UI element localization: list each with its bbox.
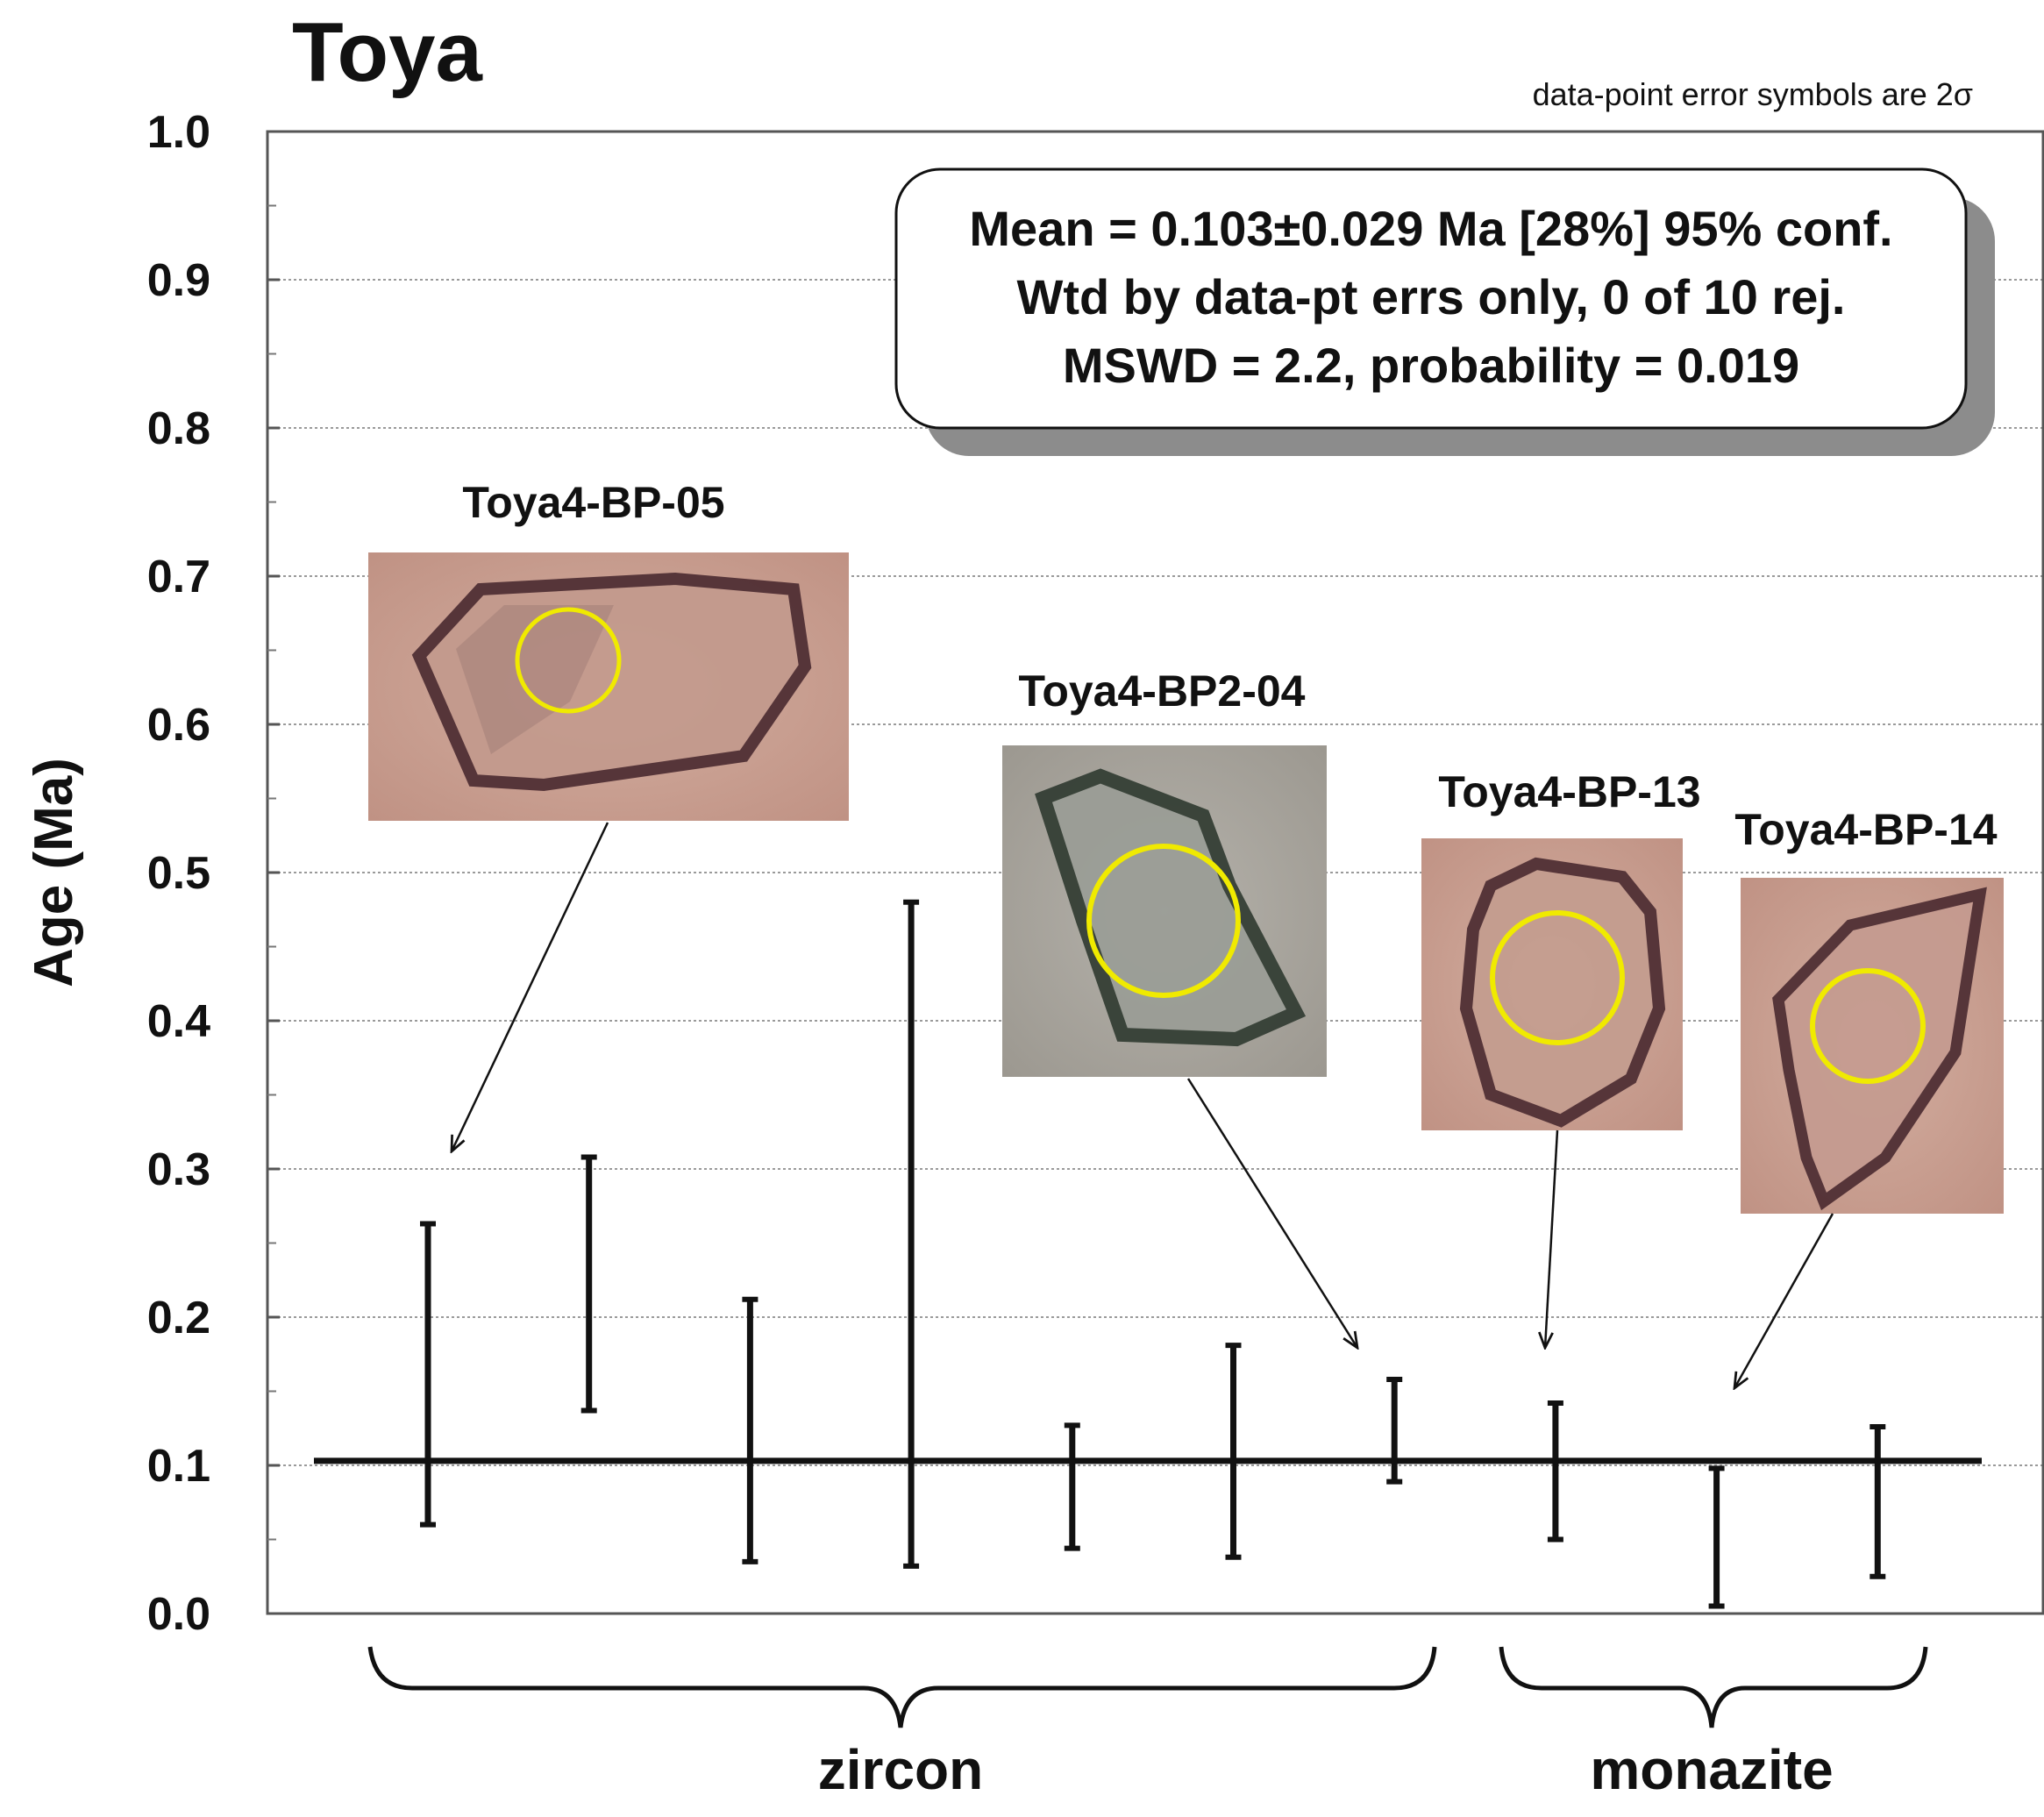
y-tick-label: 0.5 <box>147 848 210 899</box>
crystal-image-bp13-spot <box>1490 910 1625 1045</box>
group-label-zircon: zircon <box>818 1738 983 1801</box>
crystal-image-bp05-inclusion <box>456 605 614 754</box>
label-toya4-bp2-04: Toya4-BP2-04 <box>1019 666 1306 716</box>
arrow-bp14 <box>1734 1213 1834 1388</box>
stat-mswd: MSWD = 2.2, probability = 0.019 <box>1063 338 1799 393</box>
error-bars <box>420 899 1886 1609</box>
y-tick-label: 0.2 <box>147 1293 210 1343</box>
y-axis-ticks: 0.0 0.1 0.2 0.3 0.4 0.5 0.6 0.7 0.8 0.9 1.0 <box>147 107 280 1640</box>
y-tick-label: 0.4 <box>147 996 210 1047</box>
error-bar <box>1708 1465 1725 1609</box>
label-toya4-bp-14: Toya4-BP-14 <box>1734 805 1997 854</box>
y-tick-label: 0.1 <box>147 1441 210 1492</box>
error-bar <box>1225 1343 1242 1560</box>
y-axis-label: Age (Ma) <box>24 758 84 987</box>
error-bar <box>742 1296 758 1564</box>
error-bar <box>1870 1424 1886 1579</box>
brace-monazite <box>1499 1646 1928 1728</box>
y-tick-label: 0.7 <box>147 552 210 602</box>
error-bar <box>903 899 920 1569</box>
y-tick-label: 0.3 <box>147 1144 210 1195</box>
chart-title: Toya <box>292 5 483 99</box>
stat-weighting: Wtd by data-pt errs only, 0 of 10 rej. <box>1017 269 1846 324</box>
crystal-image-bp14-spot <box>1810 968 1926 1084</box>
statistics-box-panel <box>894 167 1968 430</box>
arrow-bp13 <box>1545 1129 1559 1348</box>
crystal-image-bp13 <box>1421 838 1683 1130</box>
arrow-bp2-04 <box>1186 1078 1357 1348</box>
y-tick-label: 0.9 <box>147 255 210 306</box>
error-note: data-point error symbols are 2σ <box>1533 76 1973 112</box>
group-label-monazite: monazite <box>1590 1738 1833 1801</box>
crystal-image-bp2-04-grain <box>1035 768 1307 1047</box>
y-tick-label: 0.6 <box>147 700 210 751</box>
crystal-image-bp2-04 <box>1002 745 1327 1077</box>
arrow-bp05 <box>452 822 609 1151</box>
error-bar <box>420 1221 436 1528</box>
brace-zircon <box>367 1646 1437 1728</box>
error-bar <box>1064 1422 1080 1551</box>
crystal-image-bp14-grain <box>1772 887 1987 1211</box>
y-tick-label: 0.0 <box>147 1589 210 1640</box>
error-bar <box>1547 1400 1563 1543</box>
y-tick-label: 1.0 <box>147 107 210 158</box>
crystal-image-bp14 <box>1741 878 2004 1214</box>
stat-mean: Mean = 0.103±0.029 Ma [28%] 95% conf. <box>969 201 1892 256</box>
error-bar <box>580 1154 597 1414</box>
y-tick-label: 0.8 <box>147 403 210 454</box>
crystal-image-bp05 <box>368 552 849 821</box>
error-bar <box>1386 1376 1403 1485</box>
crystal-image-bp2-04-spot <box>1086 844 1241 998</box>
label-toya4-bp-05: Toya4-BP-05 <box>462 478 724 527</box>
crystal-image-bp05-spot <box>515 607 622 714</box>
label-toya4-bp-13: Toya4-BP-13 <box>1438 767 1700 816</box>
statistics-box: Mean = 0.103±0.029 Ma [28%] 95% conf. Wt… <box>894 167 1995 456</box>
